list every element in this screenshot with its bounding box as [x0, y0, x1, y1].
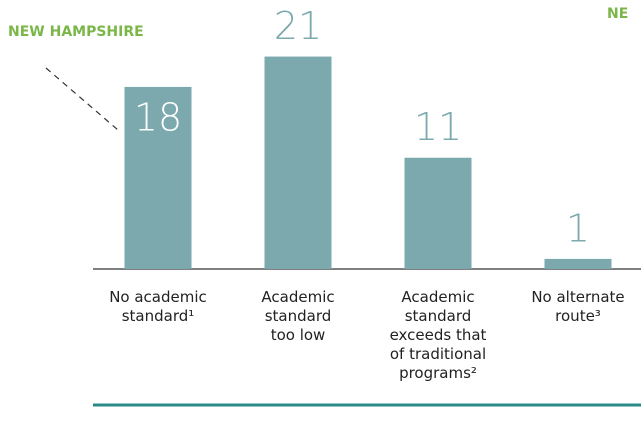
value-label: 1	[566, 206, 590, 250]
value-label: 18	[134, 95, 182, 139]
x-tick-label: No academic standard¹	[109, 288, 207, 325]
value-label: 11	[414, 105, 462, 149]
annotation: NE	[607, 6, 628, 22]
bar	[544, 258, 612, 269]
x-tick-label: No alternate route³	[531, 288, 625, 325]
x-tick-label: Academic standard exceeds that of tradit…	[389, 288, 487, 382]
bar	[264, 56, 332, 270]
x-tick-label: Academic standard too low	[261, 288, 335, 344]
bar	[124, 86, 192, 269]
leader-line	[45, 67, 119, 131]
bar	[404, 157, 472, 269]
value-label: 21	[274, 4, 322, 48]
annotation: NEW HAMPSHIRE	[8, 24, 144, 40]
